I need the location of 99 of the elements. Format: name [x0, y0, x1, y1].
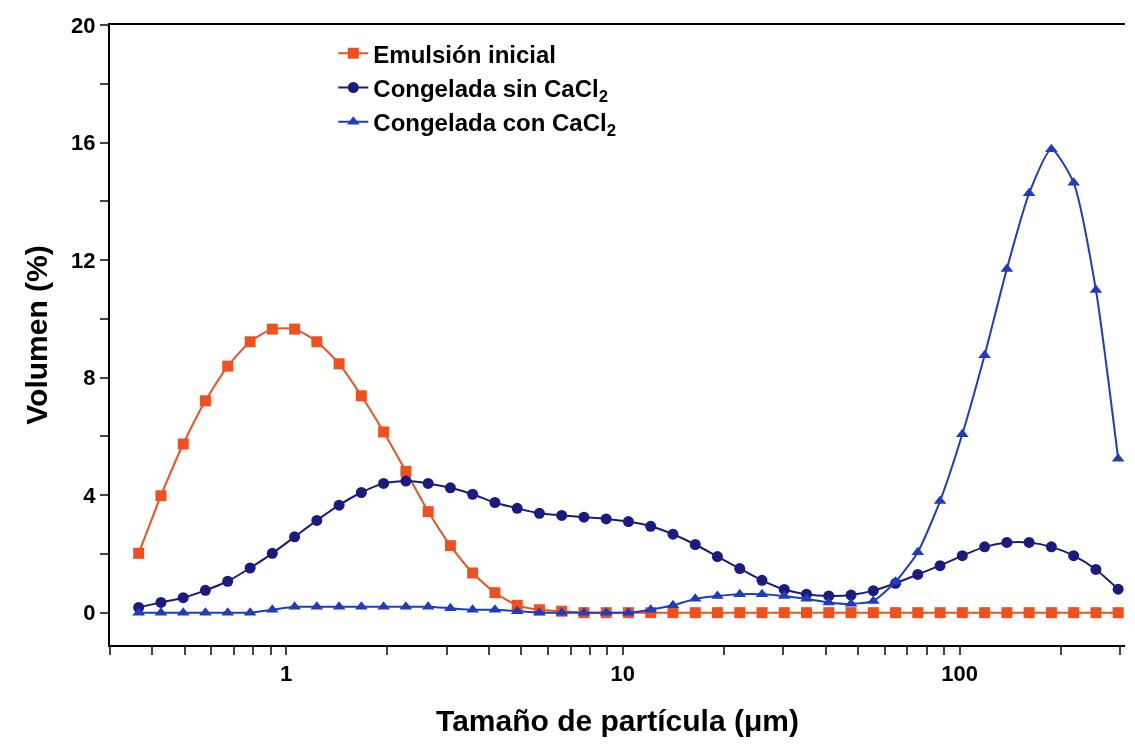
y-tick-label: 20: [71, 12, 96, 38]
legend-label: Emulsión inicial: [373, 40, 557, 68]
point: [378, 477, 390, 489]
point: [1068, 550, 1080, 562]
point: [955, 428, 969, 438]
point: [1045, 143, 1058, 153]
point: [979, 607, 991, 619]
point: [177, 592, 189, 604]
point: [556, 509, 568, 521]
point: [155, 490, 167, 502]
point: [311, 514, 323, 526]
x-axis-title: Tamaño de partícula (μm): [436, 704, 799, 738]
point: [222, 360, 234, 372]
point: [801, 607, 813, 619]
point: [177, 438, 189, 450]
point: [578, 511, 590, 523]
point: [956, 550, 968, 562]
point: [244, 562, 256, 574]
point: [266, 323, 278, 335]
point: [1090, 607, 1102, 619]
point: [1023, 536, 1035, 548]
point: [355, 390, 367, 402]
point: [400, 465, 412, 477]
point: [756, 574, 768, 586]
point: [890, 607, 902, 619]
y-tick-label: 8: [83, 365, 96, 391]
point: [667, 528, 679, 540]
point: [1045, 607, 1057, 619]
y-tick-label: 16: [71, 130, 96, 156]
point: [266, 547, 278, 559]
point: [689, 539, 701, 551]
point: [778, 607, 790, 619]
point: [1023, 607, 1035, 619]
point: [622, 516, 634, 528]
point: [734, 607, 746, 619]
point: [422, 477, 434, 489]
point: [734, 563, 746, 575]
point: [823, 607, 835, 619]
point: [756, 607, 768, 619]
point: [199, 584, 211, 596]
point: [489, 496, 501, 508]
point: [600, 513, 612, 525]
point: [867, 585, 879, 597]
point: [978, 349, 991, 359]
point: [1090, 563, 1102, 575]
point: [378, 426, 390, 438]
point: [355, 487, 367, 498]
point: [1045, 541, 1057, 553]
point: [1022, 187, 1036, 197]
point: [400, 475, 412, 487]
point: [1068, 607, 1080, 619]
point: [1001, 607, 1013, 619]
point: [133, 547, 145, 559]
point: [333, 499, 345, 511]
point: [845, 589, 857, 601]
y-axis-title: Volumen (%): [19, 245, 53, 425]
point: [533, 507, 545, 519]
x-tick-label: 100: [941, 661, 978, 687]
point: [422, 506, 434, 518]
point: [489, 587, 501, 599]
legend-label: Congelada con CaCl$_{2}$: [373, 109, 617, 141]
point: [1112, 607, 1124, 619]
point: [867, 607, 879, 619]
point: [689, 607, 701, 619]
point: [199, 395, 211, 407]
point: [444, 540, 456, 552]
point: [956, 607, 968, 619]
x-tick-label: 1: [279, 661, 293, 687]
point: [444, 482, 456, 494]
point: [934, 607, 946, 619]
y-tick-label: 12: [71, 247, 96, 273]
point: [311, 336, 323, 348]
point: [467, 567, 479, 579]
point: [645, 520, 657, 532]
legend-label: Congelada sin CaCl$_{2}$: [373, 74, 609, 106]
point: [711, 607, 723, 619]
point: [511, 502, 523, 514]
y-tick-label: 4: [83, 482, 97, 508]
point: [444, 602, 457, 612]
point: [1112, 583, 1124, 595]
point: [155, 596, 167, 608]
point: [667, 607, 679, 619]
x-tick-label: 10: [610, 661, 636, 687]
point: [289, 323, 301, 335]
point: [912, 607, 924, 619]
point: [711, 551, 723, 563]
point: [1001, 536, 1013, 548]
point: [244, 336, 256, 348]
y-tick-label: 0: [83, 600, 96, 626]
point: [289, 531, 301, 543]
point: [979, 541, 991, 553]
point: [912, 568, 924, 580]
point: [222, 575, 234, 587]
point: [467, 488, 479, 500]
point: [934, 560, 946, 572]
point: [333, 358, 345, 370]
point: [845, 607, 857, 619]
point: [822, 596, 836, 606]
point: [666, 599, 680, 609]
